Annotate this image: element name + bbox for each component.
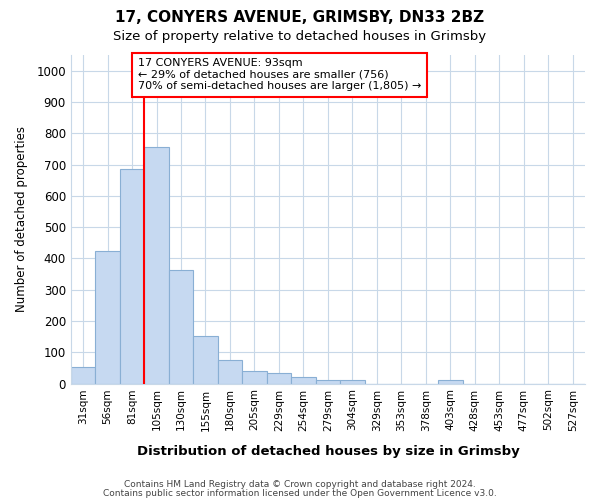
Bar bbox=[218, 360, 242, 384]
Text: Size of property relative to detached houses in Grimsby: Size of property relative to detached ho… bbox=[113, 30, 487, 43]
Y-axis label: Number of detached properties: Number of detached properties bbox=[15, 126, 28, 312]
Text: Contains HM Land Registry data © Crown copyright and database right 2024.: Contains HM Land Registry data © Crown c… bbox=[124, 480, 476, 489]
Text: 17, CONYERS AVENUE, GRIMSBY, DN33 2BZ: 17, CONYERS AVENUE, GRIMSBY, DN33 2BZ bbox=[115, 10, 485, 25]
Bar bbox=[169, 270, 193, 384]
Bar bbox=[266, 374, 291, 384]
Bar bbox=[340, 380, 365, 384]
Bar bbox=[120, 169, 144, 384]
Bar bbox=[291, 378, 316, 384]
Bar bbox=[95, 250, 120, 384]
Bar bbox=[438, 380, 463, 384]
Bar bbox=[144, 148, 169, 384]
Bar bbox=[242, 371, 266, 384]
Bar bbox=[193, 336, 218, 384]
Bar bbox=[316, 380, 340, 384]
X-axis label: Distribution of detached houses by size in Grimsby: Distribution of detached houses by size … bbox=[137, 444, 519, 458]
Text: 17 CONYERS AVENUE: 93sqm
← 29% of detached houses are smaller (756)
70% of semi-: 17 CONYERS AVENUE: 93sqm ← 29% of detach… bbox=[137, 58, 421, 92]
Text: Contains public sector information licensed under the Open Government Licence v3: Contains public sector information licen… bbox=[103, 488, 497, 498]
Bar bbox=[71, 368, 95, 384]
